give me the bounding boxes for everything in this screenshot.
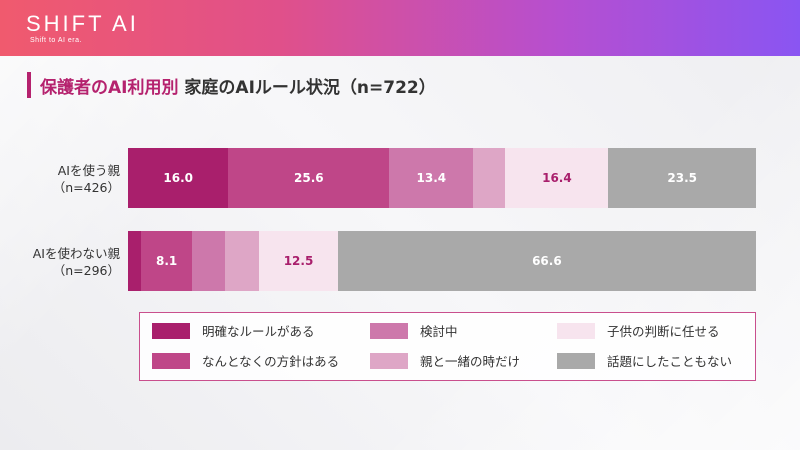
legend-item: なんとなくの方針はある: [152, 351, 339, 370]
legend-item: 子供の判断に任せる: [557, 321, 720, 340]
bar-data-label: 66.6: [532, 254, 562, 268]
bar-data-label: 13.4: [416, 171, 447, 185]
row-label-n: （n=426）: [52, 180, 120, 195]
bar-segment: [473, 148, 506, 208]
chart-title: 保護者のAI利用別 家庭のAIルール状況（n=722）: [40, 73, 436, 98]
bar-segment: 23.5: [608, 148, 756, 208]
legend-swatch: [370, 322, 408, 339]
bar-segment: 13.4: [389, 148, 474, 208]
legend-label: 親と一緒の時だけ: [420, 354, 521, 369]
bar-segment: [192, 231, 226, 291]
bar-data-label: 16.0: [163, 171, 194, 185]
header-banner: SHIFT AI Shift to AI era.: [0, 0, 800, 56]
brand-tagline: Shift to AI era.: [30, 37, 82, 44]
legend-swatch: [557, 352, 595, 369]
legend-label: なんとなくの方針はある: [202, 354, 340, 369]
row-label-n: （n=296）: [52, 263, 120, 278]
legend-label: 検討中: [420, 324, 458, 339]
legend-item: 親と一緒の時だけ: [370, 351, 520, 370]
chart-title-rest: 家庭のAIルール状況（n=722）: [184, 78, 436, 98]
legend-swatch: [557, 322, 595, 339]
bar-data-label: 12.5: [283, 254, 314, 268]
legend-swatch: [152, 322, 190, 339]
legend-item: 明確なルールがある: [152, 321, 315, 340]
bar-segment: 12.5: [259, 231, 338, 291]
title-accent-bar: [27, 72, 31, 98]
bar-data-label: 16.4: [542, 171, 572, 185]
chart-title-accent: 保護者のAI利用別: [40, 78, 179, 98]
bar-segment: 25.6: [228, 148, 390, 208]
bar-segment: 16.4: [505, 148, 609, 208]
legend-item: 話題にしたこともない: [557, 351, 732, 370]
legend-label: 明確なルールがある: [202, 324, 315, 339]
legend-item: 検討中: [370, 321, 458, 340]
bar-segment: 8.1: [141, 231, 193, 291]
bar-data-label: 25.6: [294, 171, 324, 185]
row-label-name: AIを使う親: [57, 163, 120, 178]
bar-data-label: 23.5: [667, 171, 697, 185]
bar-segment: [225, 231, 260, 291]
bar-segment: [128, 231, 142, 291]
legend-label: 子供の判断に任せる: [607, 324, 720, 339]
chart-legend: 明確なルールがある 検討中 子供の判断に任せるなんとなくの方針はある 親と一緒の時だけ…: [139, 312, 756, 381]
row-label: AIを使わない親 （n=296）: [10, 245, 120, 279]
legend-swatch: [152, 352, 190, 369]
row-label: AIを使う親 （n=426）: [10, 162, 120, 196]
legend-label: 話題にしたこともない: [607, 354, 733, 369]
brand-logo: SHIFT AI: [26, 11, 139, 36]
bar-segment: 16.0: [128, 148, 229, 208]
legend-swatch: [370, 352, 408, 369]
bar-data-label: 8.1: [155, 254, 178, 268]
bar-segment: 66.6: [337, 231, 756, 291]
row-label-name: AIを使わない親: [32, 246, 120, 261]
